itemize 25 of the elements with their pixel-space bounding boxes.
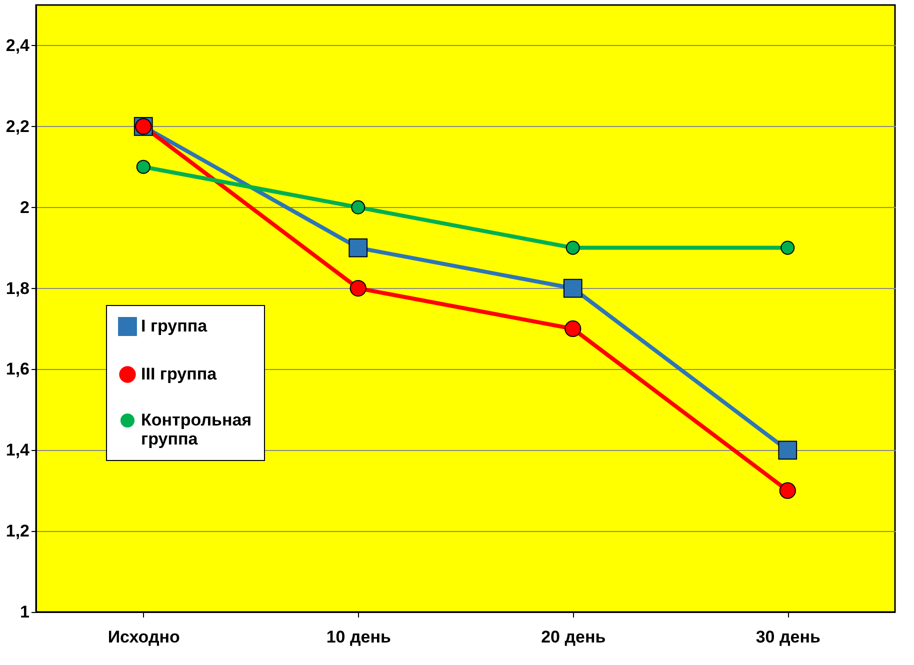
y-tick-label: 1: [20, 602, 30, 622]
y-tick-label: 1,6: [6, 360, 30, 379]
point: [351, 200, 366, 214]
legend-label: III группа: [141, 364, 218, 384]
y-tick-label: 1,8: [6, 278, 30, 298]
y-tick-label: 1,2: [6, 522, 30, 541]
y-tick-label: 1,4: [6, 440, 30, 460]
point: [779, 482, 796, 499]
y-tick-label: 2: [20, 198, 30, 217]
point: [136, 160, 150, 174]
point: [564, 320, 582, 338]
y-tick-label: 2,2: [6, 116, 30, 136]
legend-label: I группа: [141, 316, 208, 336]
point: [350, 280, 366, 297]
point: [348, 238, 368, 258]
x-tick-label: 30 день: [756, 628, 820, 646]
y-tick-label: 2,4: [6, 36, 30, 55]
point: [566, 240, 580, 255]
point: [778, 440, 798, 460]
x-tick-label: 10 день: [326, 628, 391, 646]
point: [563, 278, 582, 298]
x-tick-label: Исходно: [108, 628, 180, 646]
point: [780, 240, 795, 255]
legend-label: Контрольная группа: [141, 410, 252, 448]
x-tick-label: 20 день: [541, 628, 606, 646]
